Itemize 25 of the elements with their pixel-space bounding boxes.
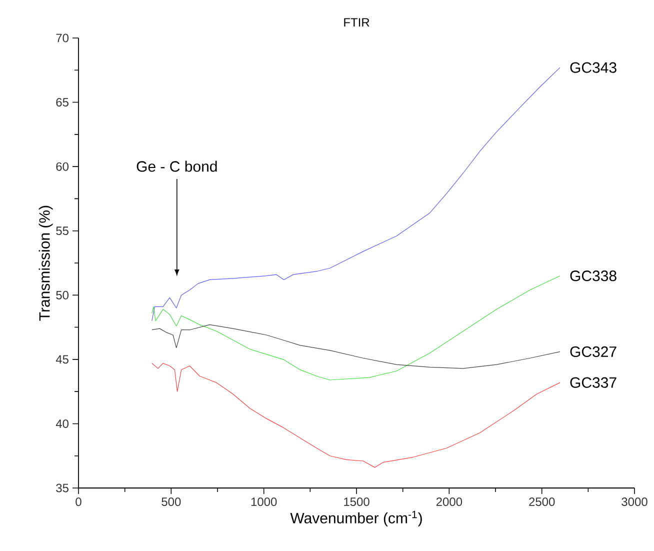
y-tick-label: 60 [56,162,69,171]
series-label: GC338 [570,270,616,282]
series-label: GC343 [570,62,616,73]
x-tick-label: 3000 [622,498,648,506]
y-tick-label: 65 [56,98,68,107]
annotation: Ge - C bond [136,160,217,172]
series-label: GC337 [570,377,616,388]
y-tick-label: 45 [56,355,68,364]
x-axis-title: Wavenumber (cm$^{-1}$) [290,510,422,526]
x-tick-label: 0 [76,498,82,506]
x-tick-label: 2000 [436,498,462,506]
x-tick-label: 2500 [529,498,555,506]
y-tick-label: 70 [56,34,69,42]
chart-title: FTIR [344,18,370,26]
x-tick-label: 1500 [344,498,370,506]
line-series [152,362,560,468]
y-tick-label: 55 [56,226,68,236]
y-tick-label: 50 [56,290,69,300]
y-axis-title: Transmission (%) [38,206,53,321]
x-tick-label: 500 [162,498,181,506]
y-tick-label: 40 [56,419,69,428]
series-label: GC327 [570,346,616,358]
y-tick-label: 35 [56,484,68,492]
line-series [152,324,560,369]
x-tick-label: 1000 [251,498,277,506]
